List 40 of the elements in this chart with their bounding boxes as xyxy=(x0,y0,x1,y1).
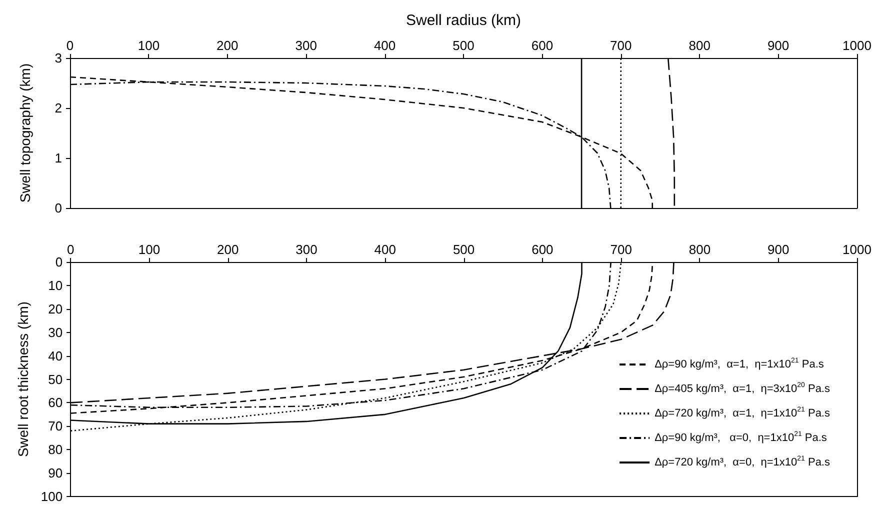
x-tick-label: 900 xyxy=(768,242,790,257)
y-tick-label: 2 xyxy=(54,100,62,116)
x-tick-label: 0 xyxy=(66,242,74,257)
y-tick-label: 20 xyxy=(48,301,63,316)
y-tick-label: 1 xyxy=(54,150,62,166)
x-tick-label: 800 xyxy=(688,38,710,53)
x-tick-label: 600 xyxy=(532,242,554,257)
y-tick-label: 50 xyxy=(48,372,63,387)
y-axis-title: Swell topography (km) xyxy=(17,63,33,203)
y-tick-label: 80 xyxy=(48,442,63,458)
x-tick-label: 500 xyxy=(452,38,474,53)
x-tick-label: 900 xyxy=(767,38,790,53)
x-tick-label: 0 xyxy=(66,38,74,53)
y-tick-label: 90 xyxy=(48,466,63,481)
y-tick-label: 40 xyxy=(48,348,63,364)
y-axis-title: Swell root thickness (km) xyxy=(15,301,31,458)
x-tick-label: 100 xyxy=(138,242,160,257)
x-tick-label: 300 xyxy=(295,38,317,53)
x-tick-label: 800 xyxy=(688,242,711,257)
x-tick-label: 300 xyxy=(296,242,318,257)
y-tick-label: 3 xyxy=(54,50,62,66)
x-tick-label: 500 xyxy=(452,242,475,257)
y-tick-label: 60 xyxy=(48,395,63,410)
x-tick-label: 200 xyxy=(217,242,239,257)
y-tick-label: 10 xyxy=(48,278,63,293)
x-tick-label: 1000 xyxy=(842,242,872,257)
x-tick-label: 700 xyxy=(610,38,632,53)
y-tick-label: 70 xyxy=(48,418,63,434)
x-tick-label: 200 xyxy=(216,38,238,53)
x-tick-label: 400 xyxy=(374,242,396,257)
y-tick-label: 30 xyxy=(48,324,63,340)
x-tick-label: 600 xyxy=(531,38,554,53)
y-tick-label: 0 xyxy=(55,254,63,270)
x-tick-label: 400 xyxy=(374,38,396,53)
y-tick-label: 100 xyxy=(40,489,63,504)
x-axis-title: Swell radius (km) xyxy=(406,12,522,29)
x-tick-label: 100 xyxy=(138,38,160,53)
y-tick-label: 0 xyxy=(54,200,62,216)
x-tick-label: 1000 xyxy=(842,38,872,53)
x-tick-label: 700 xyxy=(610,242,632,257)
